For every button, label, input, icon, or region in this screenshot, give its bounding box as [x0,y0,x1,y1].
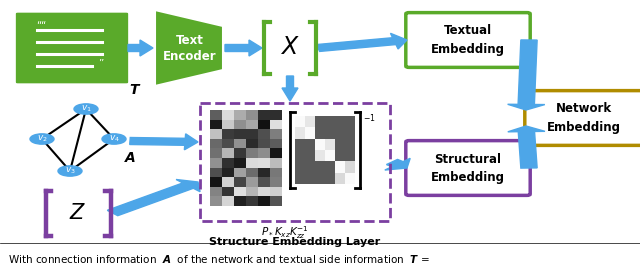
FancyArrow shape [128,40,153,56]
FancyBboxPatch shape [406,13,530,67]
Circle shape [58,166,82,176]
Text: $\boldsymbol{A}$: $\boldsymbol{A}$ [124,151,136,165]
Text: Embedding: Embedding [547,120,621,133]
FancyArrow shape [316,33,407,51]
Circle shape [102,134,126,144]
FancyArrow shape [130,134,198,150]
Bar [200,103,390,221]
FancyArrow shape [385,158,410,170]
FancyArrow shape [508,40,545,110]
Text: $P_*K_{xz}K_{zz}^{-1}$: $P_*K_{xz}K_{zz}^{-1}$ [261,224,309,241]
Text: Text: Text [176,34,204,46]
Text: Encoder: Encoder [163,50,217,62]
Text: $v_1$: $v_1$ [81,104,92,114]
Text: Structure Embedding Layer: Structure Embedding Layer [209,237,381,247]
Text: $v_3$: $v_3$ [65,166,76,176]
Circle shape [30,134,54,144]
FancyArrow shape [108,180,200,216]
Text: Embedding: Embedding [431,170,505,183]
Text: $\boldsymbol{\mathit{X}}$: $\boldsymbol{\mathit{X}}$ [280,37,300,59]
Text: $\boldsymbol{T}$: $\boldsymbol{T}$ [129,83,141,97]
Text: $\boldsymbol{\mathit{Z}}$: $\boldsymbol{\mathit{Z}}$ [69,203,86,223]
Text: Textual: Textual [444,24,492,37]
Text: Structural: Structural [435,153,502,166]
Text: ““: ““ [36,20,46,30]
FancyBboxPatch shape [525,91,640,145]
Text: Embedding: Embedding [431,43,505,56]
Text: Network: Network [556,103,612,116]
Text: With connection information  $\boldsymbol{A}$  of the network and textual side i: With connection information $\boldsymbol… [8,253,429,265]
Polygon shape [155,10,223,86]
Text: $v_4$: $v_4$ [109,134,120,144]
FancyArrow shape [508,126,545,168]
FancyArrow shape [282,76,298,101]
FancyArrow shape [225,40,262,56]
Circle shape [74,104,98,114]
FancyBboxPatch shape [406,141,530,195]
Text: ’’: ’’ [98,59,104,69]
Text: $^{-1}$: $^{-1}$ [363,114,376,124]
Text: $v_2$: $v_2$ [36,134,47,144]
FancyBboxPatch shape [15,12,129,84]
